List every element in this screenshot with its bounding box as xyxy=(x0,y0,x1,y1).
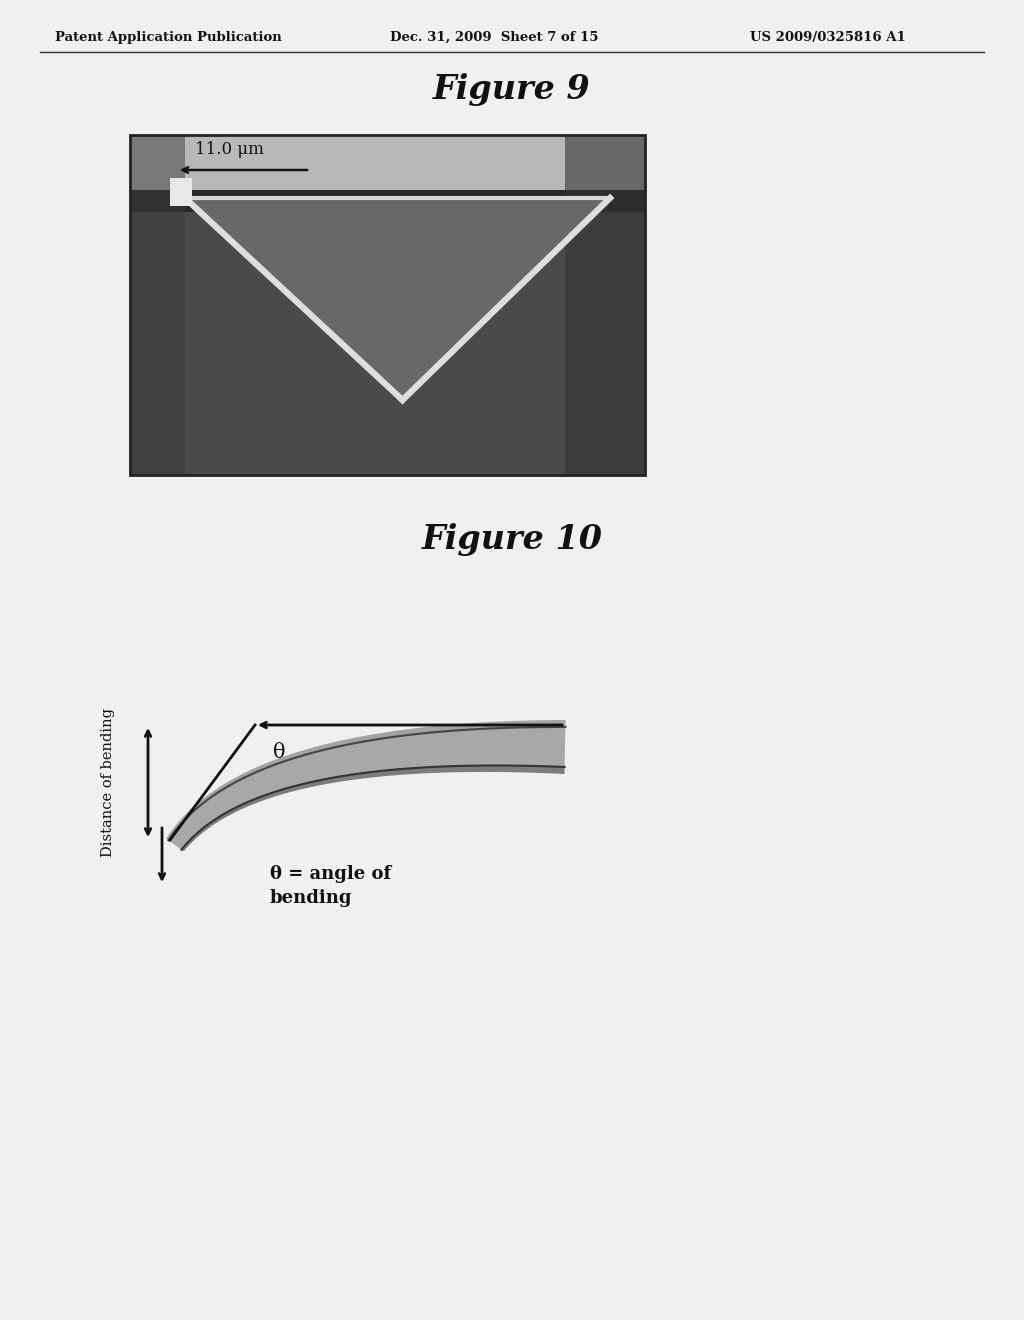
Polygon shape xyxy=(185,198,610,400)
Text: US 2009/0325816 A1: US 2009/0325816 A1 xyxy=(750,30,906,44)
Text: Figure 9: Figure 9 xyxy=(433,74,591,107)
Text: Dec. 31, 2009  Sheet 7 of 15: Dec. 31, 2009 Sheet 7 of 15 xyxy=(390,30,598,44)
Text: Figure 10: Figure 10 xyxy=(422,524,602,557)
Bar xyxy=(130,135,645,190)
Text: Patent Application Publication: Patent Application Publication xyxy=(55,30,282,44)
Bar xyxy=(130,135,645,475)
Polygon shape xyxy=(181,766,564,851)
Bar xyxy=(170,178,193,206)
Text: θ = angle of
bending: θ = angle of bending xyxy=(270,865,391,907)
Bar xyxy=(130,135,185,475)
Polygon shape xyxy=(166,719,565,841)
Text: Distance of bending: Distance of bending xyxy=(101,708,115,857)
Text: 11.0 μm: 11.0 μm xyxy=(195,141,264,158)
Bar xyxy=(130,190,645,213)
Bar xyxy=(565,135,645,475)
Text: θ: θ xyxy=(273,743,286,762)
Bar xyxy=(130,135,645,475)
Polygon shape xyxy=(169,727,565,850)
